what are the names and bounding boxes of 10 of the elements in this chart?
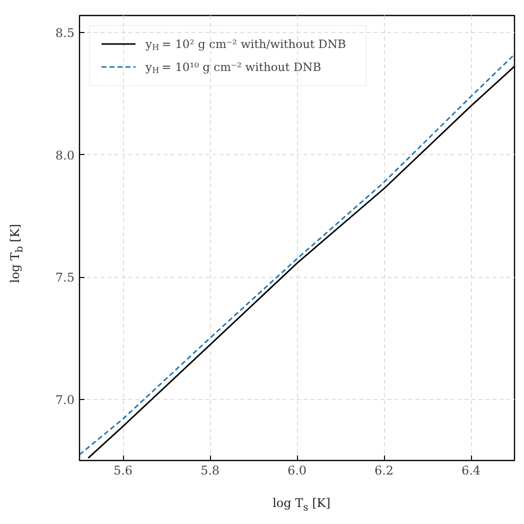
x-tick-label: 6.2 bbox=[374, 464, 394, 478]
y-tick-label: 8.5 bbox=[55, 26, 75, 40]
x-tick-label: 6.0 bbox=[287, 464, 307, 478]
x-tick-label: 5.6 bbox=[113, 464, 133, 478]
y-tick-label: 8.0 bbox=[55, 148, 75, 162]
x-tick-label: 6.4 bbox=[461, 464, 481, 478]
y-tick-label: 7.5 bbox=[55, 270, 75, 285]
x-tick-label: 5.8 bbox=[200, 464, 220, 478]
x-axis-title: log T$_{s}$ [K] bbox=[272, 495, 332, 516]
y-tick-label: 7.0 bbox=[55, 392, 75, 407]
